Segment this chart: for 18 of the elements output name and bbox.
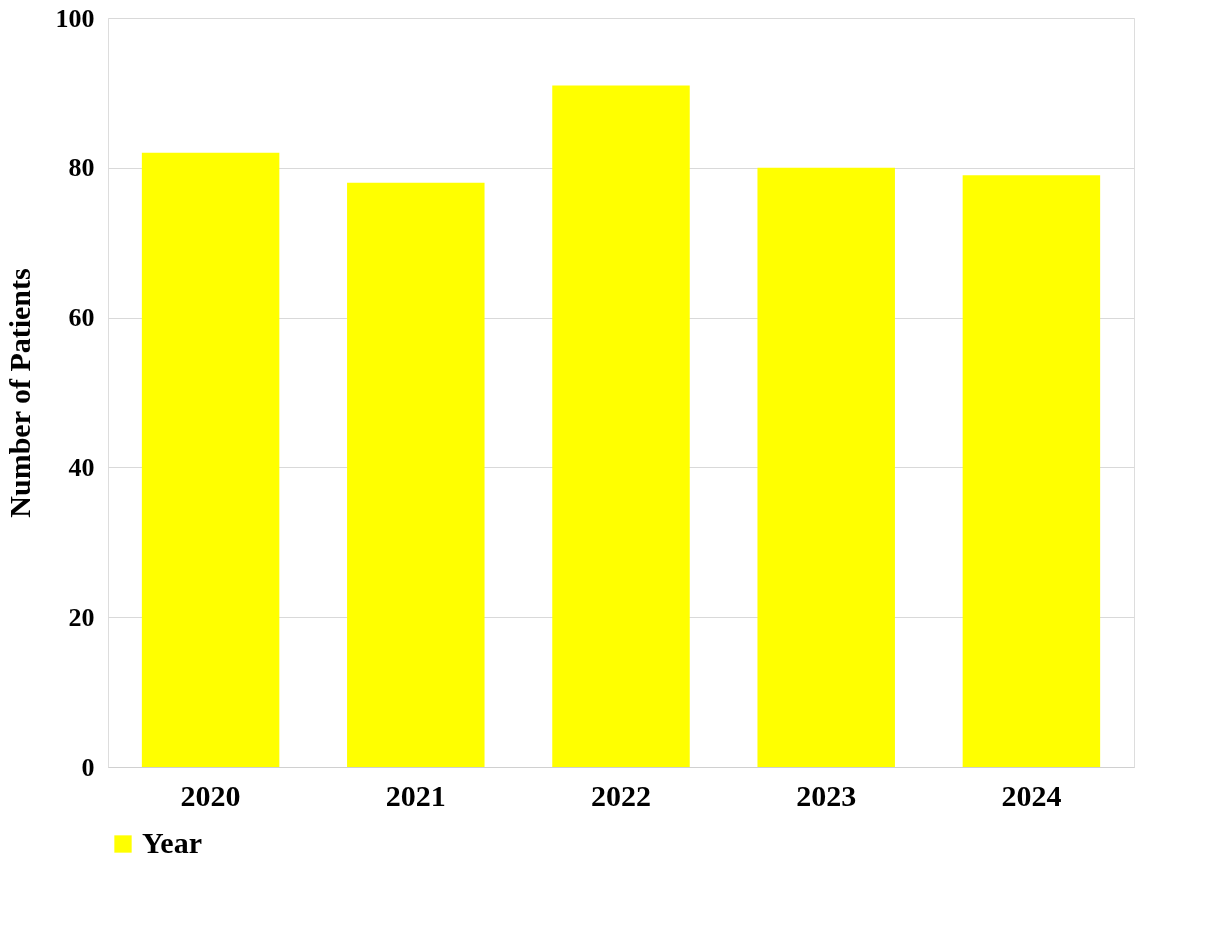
- y-tick-label: 80: [68, 153, 95, 183]
- legend-label: Year: [142, 826, 202, 859]
- y-tick-label: 20: [68, 602, 95, 632]
- x-tick-label: 2021: [385, 778, 446, 812]
- x-tick-label: 2023: [796, 778, 857, 812]
- bar: [552, 85, 690, 767]
- y-tick-label: 40: [68, 452, 95, 482]
- bar: [347, 182, 485, 767]
- y-tick-label: 60: [68, 303, 95, 333]
- bar: [757, 167, 895, 767]
- y-tick-label: 0: [81, 752, 95, 782]
- x-tick-label: 2024: [1001, 778, 1062, 812]
- y-tick-label: 100: [55, 3, 95, 33]
- bar: [962, 175, 1101, 767]
- y-axis-title: Number of Patients: [2, 268, 36, 518]
- bar: [141, 152, 280, 767]
- x-tick-label: 2022: [591, 778, 651, 812]
- x-tick-label: 2020: [180, 778, 241, 812]
